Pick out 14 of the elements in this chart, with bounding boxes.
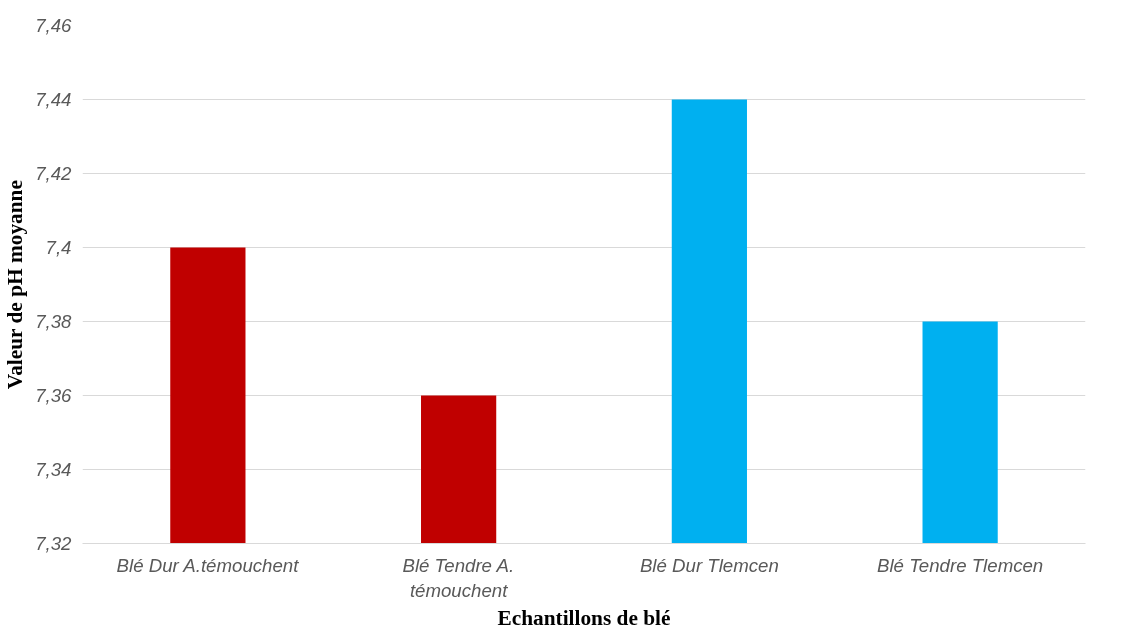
x-tick-label: Blé Tendre Tlemcen [876,554,1044,576]
x-tick-label: Blé Tendre A. témouchent [402,554,515,601]
x-tick-label: Blé Dur A.témouchent [116,554,300,576]
y-tick-label: 7,36 [35,385,73,406]
y-tick-label: 7,38 [35,311,73,332]
y-tick-label: 7,44 [35,89,72,110]
x-tick-label: Blé Dur Tlemcen [639,554,779,576]
y-tick-label: 7,4 [45,237,72,258]
x-axis-title: Echantillons de blé [497,605,671,630]
y-axis-title: Valeur de pH moyanne [3,180,28,390]
y-tick-label: 7,32 [35,533,73,554]
y-tick-label: 7,46 [35,15,73,36]
y-tick-label: 7,34 [35,459,72,480]
y-tick-label: 7,42 [35,163,73,184]
